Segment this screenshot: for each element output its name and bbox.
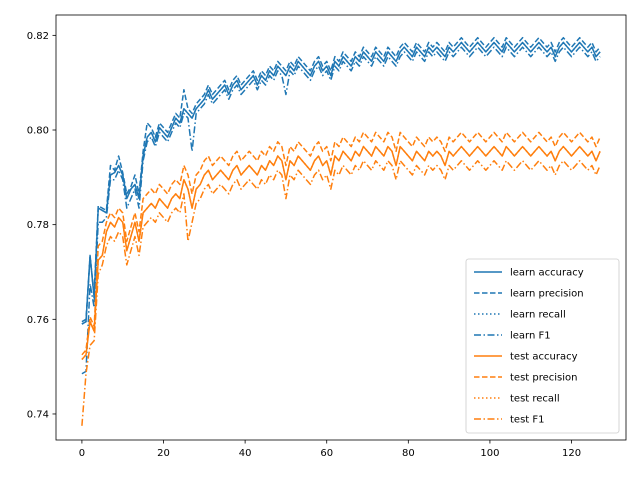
series-line-learn-recall	[81, 41, 601, 325]
legend-label: test F1	[510, 415, 545, 426]
x-tick-label: 120	[562, 448, 581, 459]
legend: learn accuracy learn precision learn recal…	[465, 258, 620, 434]
series-layer	[81, 36, 601, 426]
legend-label: test accuracy	[510, 352, 578, 363]
legend-label: test precision	[510, 373, 578, 384]
y-axis: 0.74 0.76 0.78 0.80 0.82	[27, 31, 56, 420]
legend-box	[465, 258, 620, 434]
y-tick-label: 0.80	[27, 126, 49, 137]
x-tick-label: 100	[480, 448, 499, 459]
legend-label: learn accuracy	[510, 268, 584, 279]
x-tick-label: 0	[79, 448, 85, 459]
series-line-test-F1	[81, 160, 601, 426]
x-tick-label: 80	[402, 448, 415, 459]
legend-label: learn recall	[510, 310, 566, 321]
legend-label: learn F1	[510, 331, 551, 342]
y-tick-label: 0.76	[27, 315, 49, 326]
series-line-test-recall	[81, 145, 601, 361]
series-line-learn-precision	[81, 36, 601, 323]
y-tick-label: 0.78	[27, 220, 49, 231]
legend-label: test recall	[510, 394, 560, 405]
x-axis: 0 20 40 60 80 100 120	[79, 440, 581, 459]
x-tick-label: 40	[239, 448, 252, 459]
series-line-learn-F1	[81, 46, 601, 375]
y-tick-label: 0.74	[27, 409, 49, 420]
legend-label: learn precision	[510, 289, 584, 300]
x-tick-label: 60	[320, 448, 333, 459]
x-tick-label: 20	[157, 448, 170, 459]
y-tick-label: 0.82	[27, 31, 49, 42]
series-line-test-precision	[81, 131, 601, 356]
